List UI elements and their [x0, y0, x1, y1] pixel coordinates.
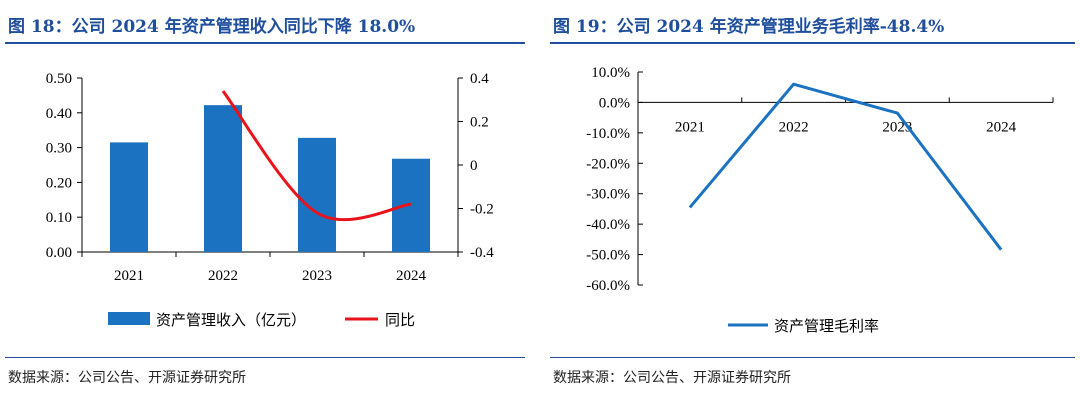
x-tick-label: 2024 [396, 268, 427, 284]
x-tick-label: 2021 [114, 268, 144, 284]
legend-revenue-label: 资产管理收入（亿元） [156, 311, 306, 329]
x-tick-label: 2024 [986, 119, 1017, 135]
legend-margin-label: 资产管理毛利率 [774, 317, 879, 335]
legend-bar-swatch [108, 312, 150, 325]
y-tick-label: 0.0% [599, 95, 630, 111]
y-tick-label: 0.50 [46, 71, 72, 87]
revenue-bar [298, 137, 336, 252]
revenue-bar [204, 105, 242, 252]
source-divider [5, 357, 525, 358]
y2-tick-label: 0.4 [470, 71, 489, 87]
y-tick-label: -60.0% [586, 278, 630, 294]
figure-18-panel: 图 18：公司 2024 年资产管理收入同比下降 18.0% 0.00 0.10 0… [0, 0, 530, 400]
x-tick-label: 2022 [208, 268, 238, 284]
y2-tick-label: 0.2 [470, 115, 489, 131]
y-tick-label: -30.0% [586, 187, 630, 203]
legend-yoy-label: 同比 [385, 311, 415, 329]
y-tick-label: -50.0% [586, 248, 630, 264]
figure-18-source: 数据来源：公司公告、开源证券研究所 [8, 370, 246, 386]
y-tick-label: -40.0% [586, 217, 630, 233]
x-tick-label: 2022 [779, 119, 809, 135]
figure-19-source: 数据来源：公司公告、开源证券研究所 [553, 370, 791, 386]
y-tick-label: 0.10 [46, 210, 72, 226]
y-tick-label: 0.20 [46, 175, 72, 191]
y-tick-label: 10.0% [591, 65, 630, 81]
yoy-line [221, 90, 412, 222]
y2-tick-label: -0.2 [470, 202, 494, 218]
y-tick-label: 0.30 [46, 141, 72, 157]
y-tick-label: -10.0% [586, 126, 630, 142]
y-tick-label: 0.00 [46, 245, 72, 261]
x-tick-label: 2021 [675, 119, 705, 135]
source-divider [550, 357, 1075, 358]
revenue-bar [110, 142, 148, 252]
figure-18-title: 图 18：公司 2024 年资产管理收入同比下降 18.0% [8, 17, 416, 37]
revenue-chart: 0.00 0.10 0.20 0.30 0.40 0.50 -0.4 -0.2 0 0.2 0.4 2… [46, 71, 494, 329]
title-divider [5, 42, 525, 44]
figure-19-panel: 图 19：公司 2024 年资产管理业务毛利率-48.4% 10.0% 0.0% -… [545, 0, 1080, 400]
y-tick-label: -20.0% [586, 156, 630, 172]
y2-tick-label: 0 [470, 158, 478, 174]
y2-tick-label: -0.4 [470, 245, 494, 261]
figure-19-title: 图 19：公司 2024 年资产管理业务毛利率-48.4% [553, 17, 945, 37]
margin-chart: 10.0% 0.0% -10.0% -20.0% -30.0% -40.0% -50.0% -… [586, 65, 1054, 335]
title-divider [550, 42, 1075, 44]
margin-line [688, 82, 1003, 251]
x-tick-label: 2023 [302, 268, 332, 284]
y-tick-label: 0.40 [46, 106, 72, 122]
